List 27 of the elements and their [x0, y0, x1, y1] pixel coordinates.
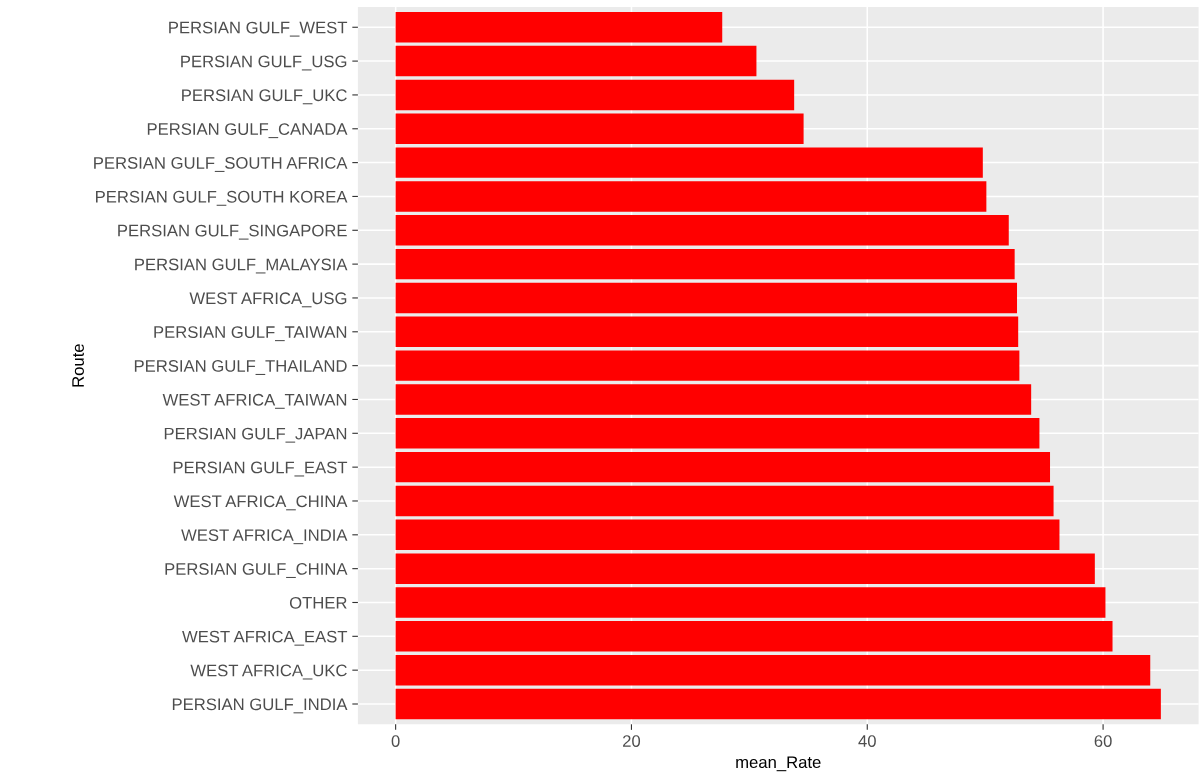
- y-axis-title: Route: [72, 344, 84, 387]
- y-tick-label: WEST AFRICA_UKC: [190, 664, 347, 680]
- y-tick-label: PERSIAN GULF_USG: [181, 55, 347, 71]
- x-tick-label: 20: [623, 735, 641, 747]
- x-axis-title: mean_Rate: [736, 756, 821, 772]
- x-tick-label: 40: [858, 735, 876, 747]
- y-tick-label: PERSIAN GULF_WEST: [169, 21, 348, 37]
- y-tick-label: WEST AFRICA_CHINA: [173, 495, 348, 511]
- y-tick-label: PERSIAN GULF_JAPAN: [164, 427, 347, 443]
- y-tick-label: PERSIAN GULF_INDIA: [172, 698, 348, 714]
- y-tick-label: PERSIAN GULF_THAILAND: [134, 360, 347, 375]
- x-tick-label: 0: [391, 735, 400, 747]
- y-tick-label: WEST AFRICA_INDIA: [181, 529, 348, 545]
- y-tick-label: PERSIAN GULF_SOUTH AFRICA: [94, 157, 348, 172]
- y-tick-label: PERSIAN GULF_MALAYSIA: [135, 258, 348, 274]
- y-tick-label: WEST AFRICA_TAIWAN: [162, 393, 347, 409]
- x-tick-label: 60: [1094, 735, 1112, 747]
- y-tick-label: WEST AFRICA_EAST: [182, 630, 348, 646]
- y-tick-label: PERSIAN GULF_SOUTH KOREA: [96, 190, 348, 206]
- y-tick-label: OTHER: [289, 596, 347, 609]
- y-tick-label: PERSIAN GULF_SINGAPORE: [118, 224, 347, 240]
- y-tick-label: WEST AFRICA_USG: [189, 292, 347, 308]
- y-tick-label: PERSIAN GULF_CANADA: [147, 123, 348, 139]
- y-tick-label: PERSIAN GULF_EAST: [173, 461, 348, 477]
- y-tick-label: PERSIAN GULF_TAIWAN: [154, 326, 347, 342]
- y-tick-label: PERSIAN GULF_CHINA: [165, 563, 348, 578]
- y-tick-label: PERSIAN GULF_UKC: [182, 89, 347, 105]
